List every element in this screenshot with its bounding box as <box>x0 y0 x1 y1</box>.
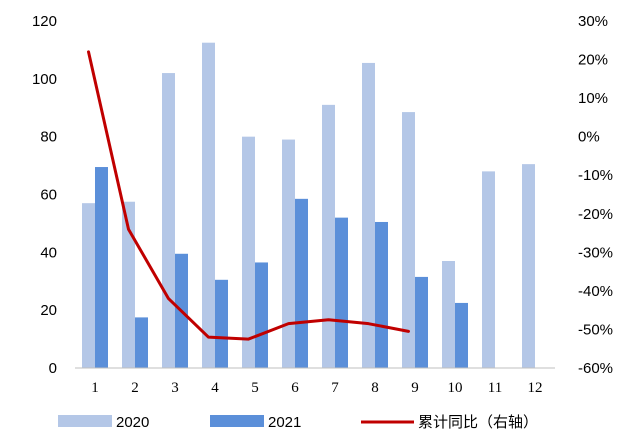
bar-2020-2 <box>122 201 135 368</box>
line-cumulative-yoy <box>87 50 410 341</box>
y-left-tick-label: 40 <box>40 244 57 261</box>
bar-2020-10 <box>442 261 455 368</box>
line-series <box>87 50 410 341</box>
x-tick-label: 3 <box>171 380 179 396</box>
y-left-tick-label: 80 <box>40 129 57 146</box>
x-tick-label: 8 <box>371 380 379 396</box>
legend-swatch-2020 <box>58 415 112 427</box>
y-right-tick-label: -20% <box>578 206 613 223</box>
bar-2021-10 <box>455 302 468 368</box>
y-left-tick-label: 20 <box>40 302 57 319</box>
y-right-tick-label: -10% <box>578 167 613 184</box>
bar-2020-7 <box>322 104 335 368</box>
bar-2021-6 <box>295 198 308 368</box>
x-tick-label: 5 <box>251 380 259 396</box>
legend-label-2021: 2021 <box>268 414 301 431</box>
bar-2021-2 <box>135 317 148 368</box>
bar-series <box>82 42 535 369</box>
y-right-tick-label: -50% <box>578 321 613 338</box>
y-right-tick-label: 20% <box>578 52 608 69</box>
bar-2020-8 <box>362 62 375 368</box>
x-tick-label: 10 <box>448 380 463 396</box>
right-axis: 30% 20% 10% 0% -10% -20% -30% -40% -50% -60% <box>578 13 613 377</box>
bar-2021-1 <box>95 167 108 368</box>
bar-2020-4 <box>202 42 215 368</box>
x-tick-label: 9 <box>411 380 419 396</box>
y-right-tick-label: -40% <box>578 283 613 300</box>
x-tick-label: 12 <box>528 380 543 396</box>
bar-2020-5 <box>242 136 255 368</box>
y-right-tick-label: 10% <box>578 90 608 107</box>
x-tick-label: 4 <box>211 380 219 396</box>
bar-2020-12 <box>522 164 535 368</box>
y-left-tick-label: 60 <box>40 187 57 204</box>
bar-2020-3 <box>162 73 175 369</box>
y-left-tick-label: 0 <box>49 360 57 377</box>
legend-swatch-2021 <box>210 415 264 427</box>
x-tick-label: 6 <box>291 380 299 396</box>
y-right-tick-label: 30% <box>578 13 608 30</box>
y-right-tick-label: 0% <box>578 129 600 146</box>
bar-2021-9 <box>415 276 428 368</box>
bar-2021-8 <box>375 221 388 368</box>
y-left-tick-label: 120 <box>32 13 57 30</box>
x-tick-label: 11 <box>488 380 502 396</box>
x-tick-label: 7 <box>331 380 339 396</box>
legend: 2020 2021 累计同比（右轴） <box>58 413 538 431</box>
x-axis: 1 2 3 4 5 6 7 8 9 10 11 12 <box>91 380 542 396</box>
y-left-tick-label: 100 <box>32 71 57 88</box>
left-axis: 0 20 40 60 80 100 120 <box>32 13 57 377</box>
legend-label-2020: 2020 <box>116 414 149 431</box>
legend-label-cumulative-yoy: 累计同比（右轴） <box>418 413 538 431</box>
y-right-tick-label: -30% <box>578 244 613 261</box>
bar-2020-9 <box>402 112 415 369</box>
x-tick-label: 1 <box>91 380 99 396</box>
bar-2021-4 <box>215 279 228 368</box>
bar-2021-5 <box>255 262 268 368</box>
bar-2020-6 <box>282 139 295 368</box>
x-tick-label: 2 <box>131 380 139 396</box>
y-right-tick-label: -60% <box>578 360 613 377</box>
bar-2021-7 <box>335 217 348 368</box>
bar-2020-1 <box>82 203 95 368</box>
bar-2020-11 <box>482 171 495 368</box>
